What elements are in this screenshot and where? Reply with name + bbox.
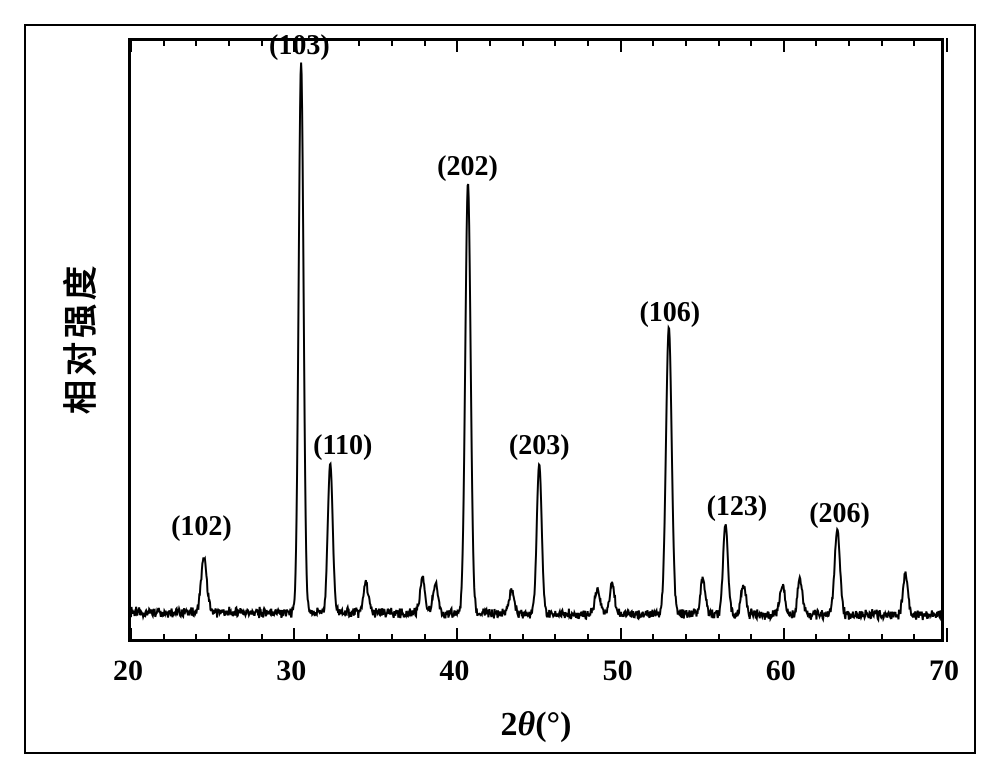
x-tick-minor — [848, 634, 850, 642]
xrd-figure: 相对强度 2θ(°) 20 30 40 50 60 70 (102) (103) (110) (2… — [0, 0, 1000, 778]
x-tick-minor — [685, 634, 687, 642]
x-tick-minor-top — [718, 38, 720, 46]
x-tick-label: 40 — [439, 654, 469, 688]
x-tick-minor — [391, 634, 393, 642]
x-tick-minor-top — [228, 38, 230, 46]
peak-label: (110) — [313, 430, 372, 462]
x-tick-minor-top — [358, 38, 360, 46]
x-tick-minor — [489, 634, 491, 642]
x-tick-minor — [228, 634, 230, 642]
x-tick-minor — [913, 634, 915, 642]
peak-label: (103) — [269, 30, 330, 62]
x-tick-major-top — [946, 38, 948, 52]
x-tick-label: 50 — [603, 654, 633, 688]
xrd-trace — [131, 41, 941, 639]
x-tick-minor-top — [391, 38, 393, 46]
y-axis-title: 相对强度 — [54, 262, 103, 414]
x-tick-minor-top — [587, 38, 589, 46]
x-axis-title: 2θ(°) — [501, 706, 572, 744]
x-tick-major — [783, 628, 785, 642]
x-tick-major — [130, 628, 132, 642]
x-tick-minor-top — [489, 38, 491, 46]
x-tick-minor — [358, 634, 360, 642]
x-tick-major — [620, 628, 622, 642]
x-tick-major-top — [130, 38, 132, 52]
x-tick-minor-top — [163, 38, 165, 46]
peak-label: (106) — [639, 297, 700, 329]
peak-label: (206) — [809, 498, 870, 530]
peak-label: (123) — [707, 491, 768, 523]
x-tick-major-top — [783, 38, 785, 52]
x-tick-major — [293, 628, 295, 642]
x-tick-label: 70 — [929, 654, 959, 688]
x-tick-minor-top — [522, 38, 524, 46]
x-title-theta: θ — [518, 706, 536, 743]
x-tick-minor — [522, 634, 524, 642]
peak-label: (102) — [171, 511, 232, 543]
x-tick-minor — [587, 634, 589, 642]
peak-label: (203) — [509, 430, 570, 462]
x-tick-minor-top — [848, 38, 850, 46]
x-tick-minor — [424, 634, 426, 642]
x-tick-minor — [163, 634, 165, 642]
x-tick-minor — [261, 634, 263, 642]
x-tick-minor — [815, 634, 817, 642]
x-title-2: 2 — [501, 706, 518, 743]
x-title-deg: (°) — [535, 706, 571, 743]
x-tick-minor-top — [881, 38, 883, 46]
x-tick-label: 60 — [766, 654, 796, 688]
x-tick-major-top — [456, 38, 458, 52]
x-tick-minor-top — [913, 38, 915, 46]
x-tick-minor — [718, 634, 720, 642]
x-tick-minor — [326, 634, 328, 642]
plot-area — [128, 38, 944, 642]
x-tick-minor-top — [815, 38, 817, 46]
x-tick-minor-top — [652, 38, 654, 46]
x-tick-minor — [195, 634, 197, 642]
x-tick-minor-top — [195, 38, 197, 46]
x-tick-minor-top — [424, 38, 426, 46]
x-tick-minor-top — [750, 38, 752, 46]
x-tick-major-top — [620, 38, 622, 52]
x-tick-major — [946, 628, 948, 642]
x-tick-minor — [652, 634, 654, 642]
x-tick-minor-top — [261, 38, 263, 46]
x-tick-label: 20 — [113, 654, 143, 688]
x-tick-major — [456, 628, 458, 642]
x-tick-minor-top — [685, 38, 687, 46]
peak-label: (202) — [437, 151, 498, 183]
x-tick-label: 30 — [276, 654, 306, 688]
x-tick-minor — [881, 634, 883, 642]
x-tick-minor — [750, 634, 752, 642]
x-tick-minor — [554, 634, 556, 642]
x-tick-minor-top — [554, 38, 556, 46]
